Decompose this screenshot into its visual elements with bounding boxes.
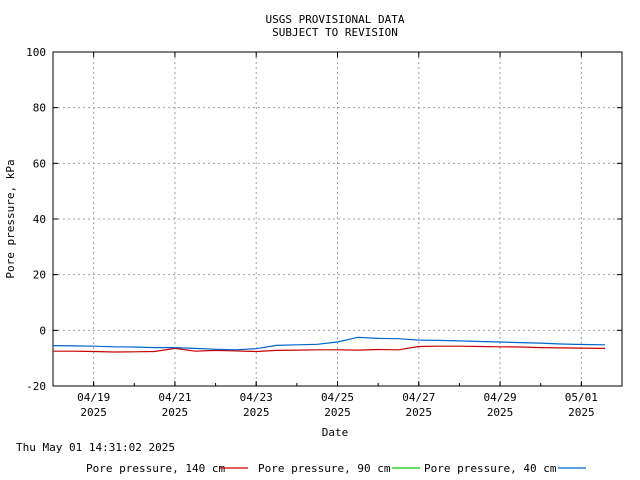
y-tick-label: 20 <box>33 269 46 282</box>
x-tick-label: 04/25 <box>321 391 354 404</box>
x-tick-label: 04/19 <box>77 391 110 404</box>
timestamp: Thu May 01 14:31:02 2025 <box>16 441 175 454</box>
x-tick-label: 05/01 <box>565 391 598 404</box>
x-tick-label: 04/21 <box>158 391 191 404</box>
y-tick-label: -20 <box>26 380 46 393</box>
y-tick-label: 60 <box>33 157 46 170</box>
x-tick-label-year: 2025 <box>487 406 514 419</box>
x-tick-label-year: 2025 <box>568 406 595 419</box>
y-axis-label: Pore pressure, kPa <box>4 159 17 278</box>
y-tick-label: 100 <box>26 46 46 59</box>
y-tick-label: 40 <box>33 213 46 226</box>
x-tick-label-year: 2025 <box>406 406 433 419</box>
legend: Pore pressure, 140 cm Pore pressure, 90 c… <box>86 462 586 475</box>
x-axis: 04/19 2025 04/21 2025 04/23 2025 04/25 2025 04/2… <box>52 52 623 419</box>
series-lines <box>52 336 606 353</box>
x-tick-label: 04/27 <box>402 391 435 404</box>
series-line-3 <box>52 336 606 351</box>
legend-label-3: Pore pressure, 40 cm <box>424 462 557 475</box>
x-tick-label: 04/29 <box>484 391 517 404</box>
y-tick-label: 80 <box>33 102 46 115</box>
x-axis-label: Date <box>322 426 349 439</box>
x-tick-label: 04/23 <box>240 391 273 404</box>
y-axis: -20 0 20 40 60 80 100 <box>26 46 622 393</box>
chart-title-line2: SUBJECT TO REVISION <box>272 26 398 39</box>
legend-label-2: Pore pressure, 90 cm <box>258 462 391 475</box>
x-tick-label-year: 2025 <box>324 406 351 419</box>
x-tick-label-year: 2025 <box>80 406 107 419</box>
y-tick-label: 0 <box>39 324 46 337</box>
chart-title-line1: USGS PROVISIONAL DATA <box>265 13 404 26</box>
grid <box>53 52 622 386</box>
x-tick-label-year: 2025 <box>243 406 270 419</box>
legend-label-1: Pore pressure, 140 cm <box>86 462 225 475</box>
series-line-1 <box>53 345 606 353</box>
x-tick-label-year: 2025 <box>162 406 189 419</box>
